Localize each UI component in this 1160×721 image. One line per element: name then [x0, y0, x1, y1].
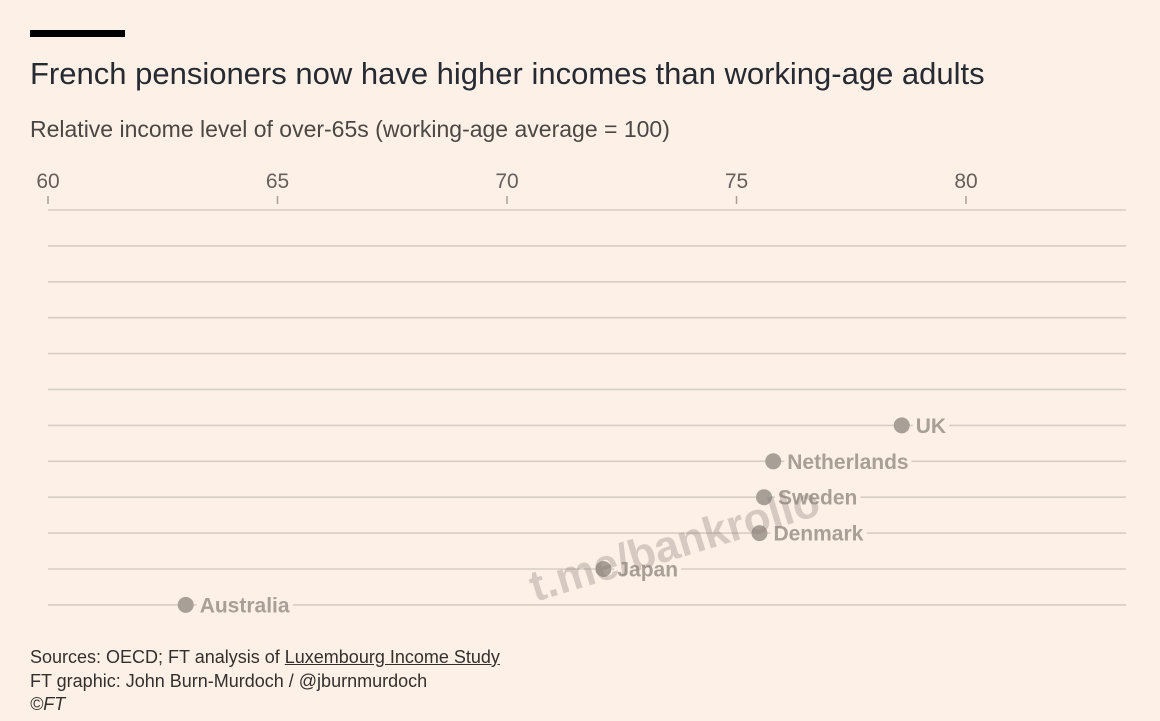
graphic-credit: FT graphic: John Burn-Murdoch / @jburnmu… — [30, 670, 428, 691]
label-denmark: Denmark — [773, 523, 863, 546]
top-rule — [30, 30, 125, 37]
label-bg-denmark — [770, 524, 867, 544]
point-uk — [893, 417, 910, 434]
label-japan: Japan — [617, 559, 678, 582]
label-bg-uk — [912, 416, 950, 436]
data-marks: FranceItalyNorwayCanadaUSGermanyUKNether… — [177, 415, 950, 617]
point-netherlands — [765, 453, 782, 470]
point-australia — [177, 596, 194, 613]
label-sweden: Sweden — [778, 487, 857, 510]
tick-label-75: 75 — [725, 170, 748, 193]
tick-label-80: 80 — [954, 170, 977, 193]
sources-line: Sources: OECD; FT analysis of Luxembourg… — [30, 646, 500, 670]
chart-subtitle: Relative income level of over-65s (worki… — [30, 116, 670, 142]
label-bg-australia — [196, 596, 293, 616]
point-sweden — [756, 489, 773, 506]
point-japan — [595, 561, 612, 577]
copyright: ©FT — [30, 694, 66, 714]
label-bg-japan — [614, 560, 682, 580]
label-australia: Australia — [200, 594, 290, 617]
label-bg-sweden — [775, 488, 861, 508]
tick-label-65: 65 — [266, 170, 289, 193]
tick-label-60: 60 — [36, 170, 59, 193]
point-denmark — [751, 525, 768, 542]
x-axis: 6065707580859095100105 — [36, 170, 978, 204]
label-netherlands: Netherlands — [787, 451, 908, 474]
luxembourg-income-study-link[interactable]: Luxembourg Income Study — [284, 647, 500, 667]
label-bg-netherlands — [784, 452, 912, 472]
chart-title: French pensioners now have higher income… — [30, 56, 985, 91]
footer: Sources: OECD; FT analysis of Luxembourg… — [30, 646, 500, 717]
label-uk: UK — [916, 415, 946, 438]
sources-prefix: Sources: OECD; FT analysis of — [30, 647, 285, 667]
tick-label-70: 70 — [495, 170, 518, 193]
